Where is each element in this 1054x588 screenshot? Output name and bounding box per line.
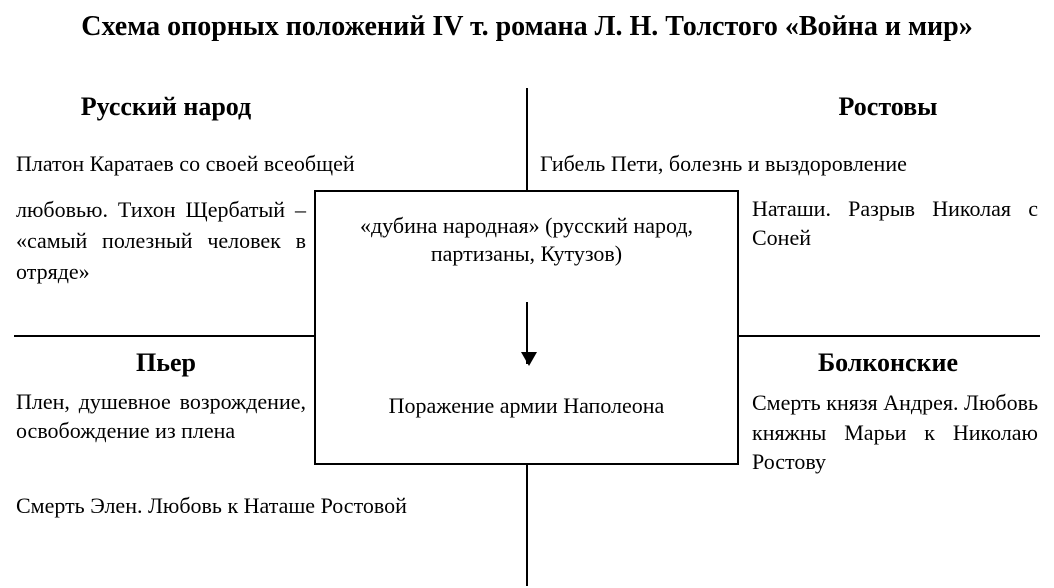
center-top-text: «дубина народная» (русский народ, партиз… xyxy=(326,212,727,267)
center-arrow xyxy=(316,302,737,382)
arrow-down-icon xyxy=(526,302,528,364)
tl-body-line1: Платон Каратаев со своей всеобщей xyxy=(16,150,516,179)
tl-heading: Русский народ xyxy=(16,92,316,122)
br-heading: Болконские xyxy=(738,348,1038,378)
tr-body-rest: Наташи. Разрыв Николая с Соней xyxy=(752,195,1038,252)
tl-body-rest: любовью. Тихон Щербатый – «самый полезны… xyxy=(16,195,306,287)
bl-body-line2: Смерть Элен. Любовь к Наташе Ростовой xyxy=(16,492,526,521)
tr-heading: Ростовы xyxy=(738,92,1038,122)
bl-body: Плен, душевное воз­рождение, освобожде­н… xyxy=(16,388,306,445)
quadrant-top-left: Русский народ xyxy=(16,92,316,128)
diagram-canvas: Схема опорных положений IV т. романа Л. … xyxy=(0,0,1054,588)
tr-body-line1: Гибель Пети, болезнь и выздоровление xyxy=(540,150,1040,179)
br-body: Смерть князя Андрея. Любовь княжны Марьи… xyxy=(752,388,1038,477)
center-box: «дубина народная» (русский народ, партиз… xyxy=(314,190,739,465)
center-bottom-text: Поражение армии Наполеона xyxy=(326,392,727,420)
bl-heading: Пьер xyxy=(16,348,316,378)
diagram-title: Схема опорных положений IV т. романа Л. … xyxy=(0,10,1054,44)
